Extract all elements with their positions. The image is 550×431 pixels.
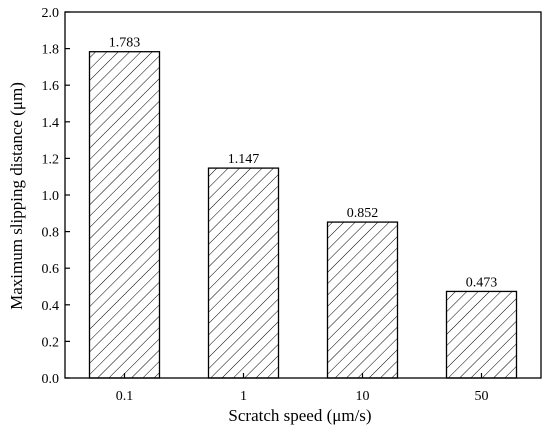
y-tick-label: 0.4 bbox=[42, 299, 60, 314]
x-tick-label: 0.1 bbox=[116, 389, 134, 404]
y-tick-label: 1.8 bbox=[42, 43, 60, 58]
x-axis-label: Scratch speed (μm/s) bbox=[228, 406, 371, 425]
x-tick-label: 10 bbox=[356, 389, 370, 404]
bar-50 bbox=[445, 290, 518, 379]
y-tick-label: 1.2 bbox=[42, 152, 60, 167]
x-tick-label: 1 bbox=[240, 389, 247, 404]
y-tick-label: 1.4 bbox=[42, 116, 60, 131]
value-label-50: 0.473 bbox=[466, 275, 498, 290]
value-label-10: 0.852 bbox=[347, 206, 379, 221]
value-labels-layer: 1.783 1.147 0.852 0.473 bbox=[109, 36, 498, 291]
bar-0.1 bbox=[88, 51, 161, 379]
y-tick-label: 0.8 bbox=[42, 226, 60, 241]
y-tick-label: 0.2 bbox=[42, 335, 60, 350]
value-label-1: 1.147 bbox=[228, 152, 260, 167]
bar-10 bbox=[326, 221, 399, 379]
y-axis-label: Maximum slipping distance (μm) bbox=[7, 82, 26, 310]
bars-layer bbox=[88, 51, 518, 379]
y-tick-label: 1.6 bbox=[42, 79, 60, 94]
axes-layer: 0.0 0.2 0.4 0.6 0.8 1.0 1.2 1.4 1.6 1.8 2.0 0.1 1 10 5… bbox=[42, 6, 542, 404]
y-tick-label: 1.0 bbox=[42, 189, 60, 204]
bar-1 bbox=[207, 167, 280, 379]
y-tick-label: 2.0 bbox=[42, 6, 60, 21]
y-tick-label: 0.0 bbox=[42, 372, 60, 387]
x-tick-label: 50 bbox=[475, 389, 489, 404]
y-tick-label: 0.6 bbox=[42, 262, 60, 277]
value-label-0.1: 1.783 bbox=[109, 36, 141, 51]
